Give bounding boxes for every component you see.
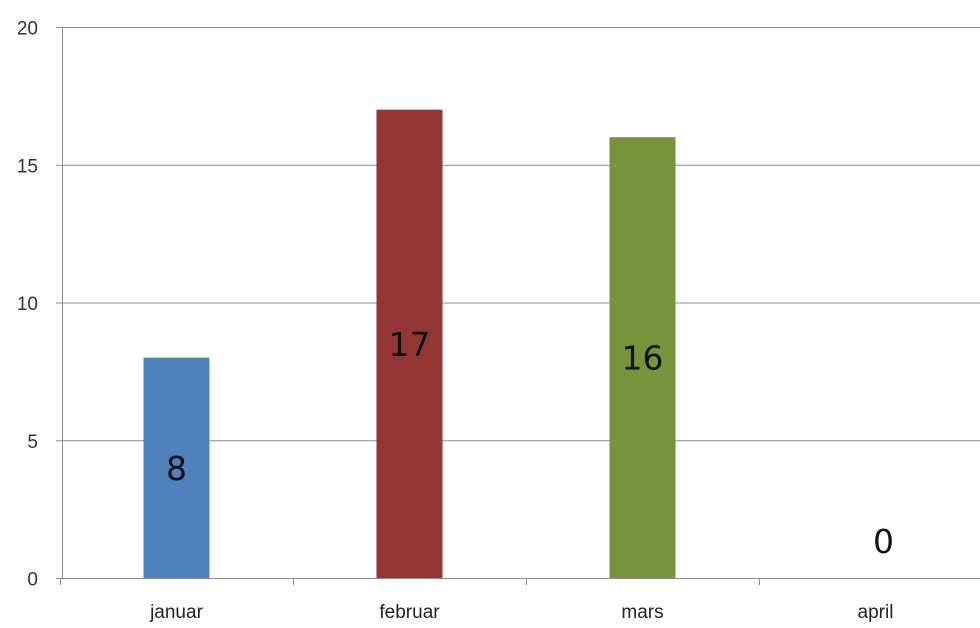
data-label-april: 0 bbox=[873, 522, 894, 561]
y-tick-label: 10 bbox=[17, 294, 38, 315]
x-label-april: april bbox=[858, 602, 894, 623]
bar-februar bbox=[376, 109, 443, 579]
axes bbox=[56, 27, 980, 585]
x-axis-labels: januar februar mars april bbox=[149, 602, 893, 623]
y-tick-label: 15 bbox=[17, 156, 38, 177]
gridlines bbox=[62, 27, 980, 442]
x-label-mars: mars bbox=[621, 602, 663, 623]
data-label-februar: 17 bbox=[389, 325, 431, 364]
data-label-januar: 8 bbox=[166, 449, 187, 488]
bar-mars bbox=[609, 137, 676, 578]
y-axis-ticks: 0 5 10 15 20 bbox=[17, 19, 38, 591]
data-label-mars: 16 bbox=[622, 339, 664, 378]
y-tick-label: 5 bbox=[27, 432, 38, 453]
bars bbox=[143, 109, 676, 579]
x-label-januar: januar bbox=[149, 602, 203, 623]
x-label-februar: februar bbox=[379, 602, 440, 623]
y-tick-label: 20 bbox=[17, 19, 38, 40]
y-tick-label: 0 bbox=[27, 570, 38, 591]
bar-januar bbox=[143, 357, 210, 578]
data-labels: 8 17 16 0 bbox=[166, 325, 894, 561]
